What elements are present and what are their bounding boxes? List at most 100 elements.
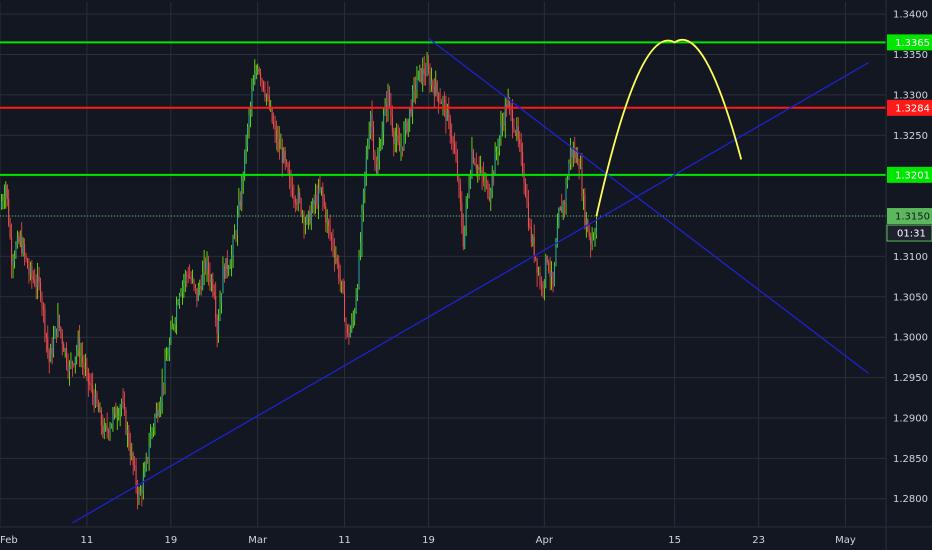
candle-body [280, 147, 282, 150]
candle-body [355, 297, 357, 312]
candle-body [552, 271, 554, 286]
candle-body [135, 466, 137, 486]
candle-body [484, 180, 486, 182]
candle-body [287, 164, 289, 173]
candle-body [53, 338, 55, 355]
candle-body [291, 186, 293, 197]
candle-body [16, 237, 18, 246]
candle-body [196, 288, 198, 301]
candle-body [333, 249, 335, 259]
time-axis[interactable]: Feb 11 19 Mar 11 19 Apr 15 23 May [0, 526, 932, 546]
candle-body [315, 195, 317, 204]
candle-body [58, 315, 60, 328]
candle-body [35, 285, 37, 287]
candle-body [6, 185, 8, 200]
candle-body [145, 457, 147, 469]
candle-body [471, 151, 473, 175]
candle-body [441, 102, 443, 104]
candle-body [29, 266, 31, 275]
candle-body [51, 347, 53, 355]
candle-body [341, 281, 343, 282]
candle-body [57, 315, 59, 336]
candle-body [380, 147, 382, 150]
candle-body [12, 260, 14, 265]
candle-body [90, 384, 92, 386]
candle-body [199, 286, 201, 288]
candle-body [449, 118, 451, 137]
candle-body [530, 227, 532, 243]
candle-body [176, 304, 178, 321]
candle-body [131, 453, 133, 457]
candle-body [244, 149, 246, 177]
candle-body [543, 279, 545, 288]
candle-body [400, 146, 402, 152]
candle-body [273, 122, 275, 127]
candle-body [79, 338, 81, 358]
candle-body [186, 274, 188, 276]
y-tick-label: 1.2800 [893, 494, 928, 505]
candle-body [70, 361, 72, 366]
candle-body [300, 199, 302, 215]
candle-body [574, 150, 576, 158]
candle-body [540, 285, 542, 287]
candle-body [129, 446, 131, 457]
candle-body [105, 425, 107, 427]
candle-body [274, 126, 276, 131]
y-tick-label: 1.2850 [893, 454, 928, 465]
candle-body [351, 320, 353, 330]
candle-body [409, 108, 411, 119]
y-tick-label: 1.2900 [893, 413, 928, 424]
candle-body [416, 80, 418, 90]
countdown-label: 01:31 [897, 229, 926, 240]
candle-body [160, 401, 162, 411]
candle-body [164, 360, 166, 384]
candle-body [532, 236, 534, 243]
candle-body [264, 89, 266, 97]
candle-body [377, 160, 379, 173]
candle-body [446, 110, 448, 121]
candle-body [225, 258, 227, 279]
candle-body [517, 126, 519, 139]
candle-body [496, 151, 498, 153]
candle-body [478, 167, 480, 171]
candle-body [452, 139, 454, 144]
candle-body [96, 393, 98, 405]
candle-body [67, 364, 69, 373]
price-badge [887, 99, 932, 116]
candle-body [571, 148, 573, 157]
candle-body [591, 237, 593, 245]
candle-body [493, 172, 495, 175]
candle-body [115, 408, 117, 418]
candle-body [119, 407, 121, 416]
candle-body [542, 286, 544, 288]
candle-body [481, 169, 483, 176]
candle-body [378, 149, 380, 161]
candle-body [108, 430, 110, 434]
candle-body [15, 245, 17, 257]
candle-body [209, 274, 211, 283]
candle-body [522, 151, 524, 174]
candle-body [28, 268, 30, 275]
candle-body [432, 80, 434, 87]
candle-body [313, 200, 315, 204]
candle-body [368, 134, 370, 147]
candle-body [261, 79, 263, 82]
candle-body [158, 410, 160, 417]
candle-body [0, 202, 2, 208]
candlestick-series [0, 51, 597, 510]
candle-body [92, 385, 94, 395]
candle-body [503, 123, 505, 126]
candle-body [429, 71, 431, 86]
x-tick-label: 15 [668, 535, 681, 546]
candle-body [462, 226, 464, 247]
current-price-label: 1.3150 [895, 212, 930, 223]
candle-body [218, 319, 220, 334]
candle-body [338, 262, 340, 279]
candle-body [394, 139, 396, 144]
candle-body [236, 214, 238, 235]
candle-body [220, 293, 223, 303]
candle-body [345, 321, 347, 326]
candle-body [516, 126, 518, 133]
candle-body [593, 237, 595, 238]
